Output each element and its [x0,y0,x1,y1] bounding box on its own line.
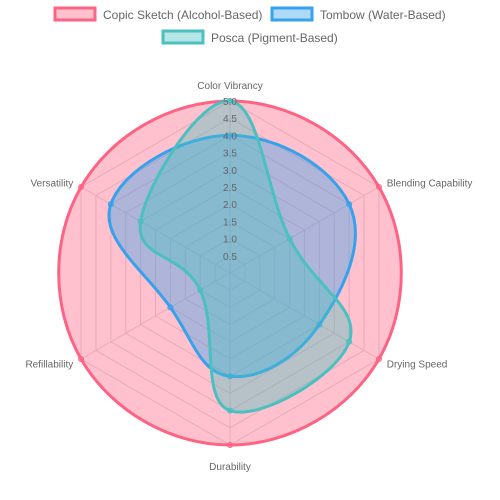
legend-item-tombow-water-based: Tombow (Water-Based) [270,6,446,22]
axis-label-refillability: Refillability [25,360,73,371]
data-point-posca-pigment-based-refillability [197,287,204,294]
data-point-posca-pigment-based-durability [227,407,233,414]
tick-label: 4.5 [223,114,237,125]
data-point-posca-pigment-based-versatility [137,218,144,225]
series-area-copic-sketch-alcohol-based [57,99,403,447]
series-copic-sketch-alcohol-based [57,98,403,448]
data-point-tombow-water-based-durability [227,373,233,380]
tick-label: 5.0 [223,97,237,108]
tick-label: 3.5 [223,149,237,160]
data-point-copic-sketch-alcohol-based-durability [227,442,233,448]
data-point-posca-pigment-based-drying-speed [346,338,353,345]
legend-swatch [161,29,205,45]
data-point-tombow-water-based-refillability [167,304,174,311]
legend-item-posca-pigment-based: Posca (Pigment-Based) [161,29,338,45]
tick-label: 3.0 [223,166,237,177]
legend-label: Posca (Pigment-Based) [211,31,338,45]
series-area-tombow-water-based [107,133,357,379]
legend-label: Tombow (Water-Based) [320,8,446,22]
data-point-copic-sketch-alcohol-based-versatility [78,184,85,190]
data-point-tombow-water-based-versatility [107,201,114,208]
axis-label-drying-speed: Drying Speed [387,360,448,371]
tick-label: 4.0 [223,131,237,142]
series-area-posca-pigment-based [138,99,353,414]
data-point-copic-sketch-alcohol-based-blending-capability [375,184,382,190]
series-posca-pigment-based [137,98,353,414]
spoke-versatility [80,186,231,274]
axis-label-color-vibrancy: Color Vibrancy [197,81,262,92]
spoke-drying-speed [229,272,380,360]
data-point-posca-pigment-based-color-vibrancy [227,98,233,104]
axis-label-versatility: Versatility [30,179,73,190]
tick-label: 2.5 [223,183,237,194]
tick-label: 2.0 [223,200,237,211]
data-point-tombow-water-based-blending-capability [346,201,353,208]
data-point-tombow-water-based-drying-speed [316,321,323,328]
spoke-refillability [80,272,231,360]
data-point-copic-sketch-alcohol-based-refillability [78,356,85,362]
series-tombow-water-based [107,132,357,380]
tick-label: 1.5 [223,217,237,228]
axis-label-blending-capability: Blending Capability [387,179,473,190]
tick-label: 0.5 [223,252,237,263]
data-point-posca-pigment-based-blending-capability [286,235,293,242]
axis-label-durability: Durability [209,462,251,473]
spoke-blending-capability [229,186,380,274]
tick-label: 1.0 [223,235,237,246]
series-layer [57,98,403,448]
data-point-tombow-water-based-color-vibrancy [227,132,233,139]
legend-swatch [270,6,314,22]
axis-labels: Color Vibrancy Blending Capability Drying … [25,81,472,473]
data-point-copic-sketch-alcohol-based-drying-speed [375,356,382,362]
legend-item-copic-sketch-alcohol-based: Copic Sketch (Alcohol-Based) [53,6,262,22]
tick-labels: 0.5 1.0 1.5 2.0 2.5 3.0 3.5 4.0 4.5 5.0 [223,97,237,263]
legend-label: Copic Sketch (Alcohol-Based) [103,8,262,22]
legend: Copic Sketch (Alcohol-Based) Tombow (Wate… [53,6,446,45]
legend-swatch [53,6,97,22]
